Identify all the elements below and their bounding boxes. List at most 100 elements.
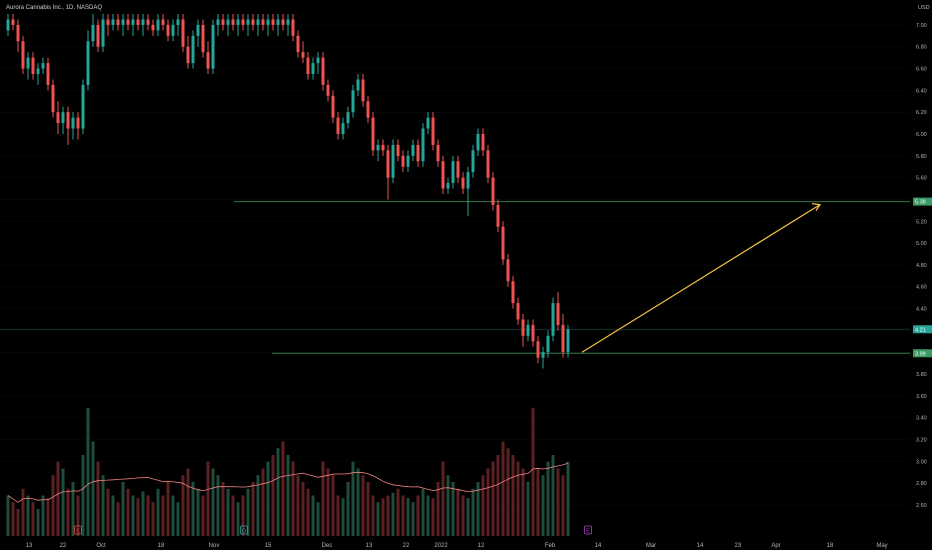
- volume-bar: [31, 502, 35, 536]
- candle-body: [516, 303, 520, 320]
- candle-body: [351, 90, 355, 113]
- x-tick-label: 15: [265, 543, 272, 549]
- volume-bar: [431, 498, 435, 536]
- candle-body: [11, 19, 15, 25]
- volume-bar: [256, 475, 260, 536]
- candle-body: [31, 57, 35, 74]
- candle-body: [81, 84, 85, 129]
- volume-bar: [556, 468, 560, 536]
- candle-body: [506, 259, 510, 282]
- volume-bar: [366, 482, 370, 536]
- volume-bar: [361, 475, 365, 536]
- candle-body: [411, 144, 415, 156]
- volume-bar: [476, 482, 480, 536]
- volume-bar: [346, 482, 350, 536]
- candle-body: [396, 144, 400, 156]
- candle-body: [466, 172, 470, 189]
- x-tick-label: Dec: [322, 543, 333, 549]
- candle-body: [381, 144, 385, 151]
- candle-body: [431, 117, 435, 145]
- volume-bar: [456, 488, 460, 536]
- volume-bar: [206, 461, 210, 536]
- volume-bar: [161, 495, 165, 536]
- volume-bars: [6, 407, 570, 536]
- candle-body: [446, 183, 450, 189]
- candle-body: [196, 24, 200, 36]
- candle-body: [441, 161, 445, 189]
- candle-body: [471, 150, 475, 173]
- event-badge[interactable]: [584, 525, 592, 535]
- projection-arrow: [581, 203, 822, 353]
- volume-bar: [526, 482, 530, 536]
- x-tick-label: 13: [26, 543, 33, 549]
- volume-bar: [96, 461, 100, 536]
- candle-body: [476, 134, 480, 151]
- candle-body: [371, 117, 375, 151]
- candle-body: [341, 123, 345, 134]
- volume-bar: [436, 482, 440, 536]
- volume-bar: [326, 468, 330, 536]
- candle-body: [331, 95, 335, 118]
- candle-body: [251, 19, 255, 25]
- volume-bar: [496, 455, 500, 536]
- candle-body: [336, 117, 340, 134]
- candle-body: [186, 46, 190, 64]
- price-marker: [913, 349, 932, 358]
- volume-bar: [176, 502, 180, 536]
- arrow-head: [811, 203, 822, 211]
- x-tick-label: Apr: [771, 543, 780, 549]
- volume-bar: [191, 482, 195, 536]
- candle-body: [401, 155, 405, 167]
- volume-bar: [426, 495, 430, 536]
- candle-body: [61, 112, 65, 124]
- volume-bar: [401, 495, 405, 536]
- volume-bar: [506, 448, 510, 536]
- volume-bar: [566, 461, 570, 536]
- candle-body: [96, 24, 100, 47]
- volume-bar: [251, 482, 255, 536]
- candle-body: [21, 41, 25, 69]
- candle-body: [521, 319, 525, 336]
- candle-body: [326, 84, 330, 96]
- y-tick-label: 3.00: [916, 459, 927, 465]
- candle-body: [231, 19, 235, 25]
- volume-bar: [396, 488, 400, 536]
- y-tick-label: 4.40: [916, 307, 927, 313]
- volume-bar: [316, 502, 320, 536]
- candle-body: [71, 117, 75, 129]
- candle-body: [86, 41, 90, 85]
- candle-body: [211, 24, 215, 69]
- y-tick-label: 6.20: [916, 110, 927, 116]
- event-badge[interactable]: [240, 525, 248, 535]
- volume-bar: [236, 502, 240, 536]
- volume-moving-average: [7, 462, 569, 503]
- candle-body: [316, 57, 320, 64]
- volume-bar: [536, 468, 540, 536]
- event-badge-label: D: [242, 529, 246, 535]
- candle-body: [256, 19, 260, 25]
- x-tick-label: Mar: [646, 543, 656, 549]
- volume-bar: [211, 468, 215, 536]
- candle-body: [236, 19, 240, 25]
- y-tick-label: 6.60: [916, 67, 927, 73]
- volume-bar: [51, 475, 55, 536]
- volume-ma-line: [7, 462, 569, 503]
- candle-body: [246, 19, 250, 25]
- volume-bar: [341, 498, 345, 536]
- volume-bar: [106, 488, 110, 536]
- x-tick-label: 14: [697, 543, 704, 549]
- candle-body: [566, 329, 570, 353]
- candle-body: [526, 324, 530, 336]
- candle-body: [546, 335, 550, 353]
- volume-bar: [451, 482, 455, 536]
- event-badge[interactable]: [74, 525, 82, 535]
- candle-body: [421, 128, 425, 162]
- volume-bar: [501, 441, 505, 536]
- volume-bar: [516, 461, 520, 536]
- volume-bar: [321, 461, 325, 536]
- volume-bar: [466, 498, 470, 536]
- volume-bar: [46, 498, 50, 536]
- volume-bar: [166, 482, 170, 536]
- y-tick-label: 4.80: [916, 263, 927, 269]
